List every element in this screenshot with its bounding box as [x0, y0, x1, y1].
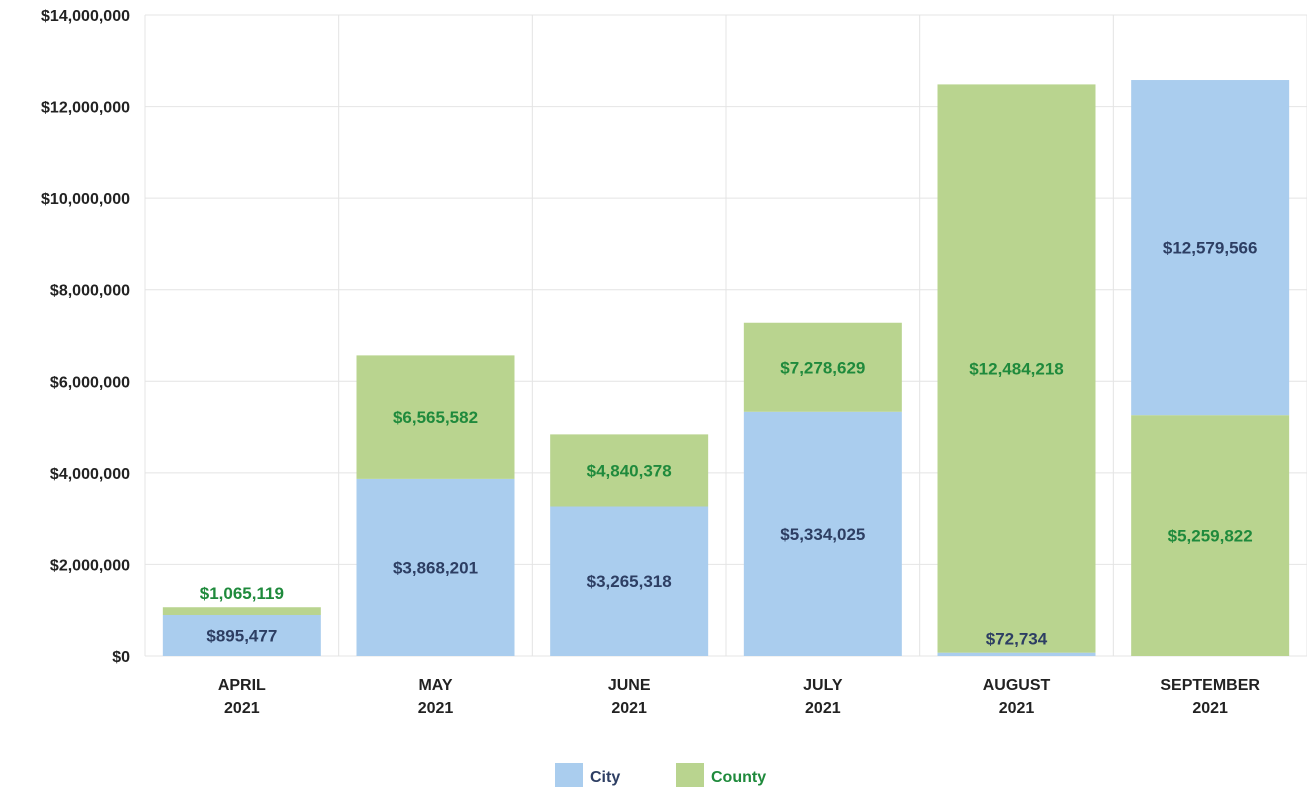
x-tick-label: 2021: [224, 700, 260, 717]
data-label-city: $72,734: [986, 630, 1048, 649]
data-label-county: $1,065,119: [200, 584, 284, 603]
y-tick-label: $2,000,000: [50, 557, 130, 574]
x-tick-label: JUNE: [608, 677, 651, 694]
data-label-city: $3,265,318: [587, 572, 672, 591]
bar-city: [162, 614, 321, 656]
legend-label-county: County: [711, 769, 766, 786]
legend-swatch-county: [676, 763, 704, 787]
y-tick-label: $4,000,000: [50, 466, 130, 483]
data-label-county: $7,278,629: [780, 358, 865, 377]
x-tick-label: 2021: [1192, 700, 1228, 717]
x-tick-label: SEPTEMBER: [1160, 677, 1260, 694]
bar-city: [1131, 80, 1290, 416]
bars: [162, 80, 1290, 656]
x-tick-label: AUGUST: [983, 677, 1051, 694]
data-label-county: $5,259,822: [1168, 527, 1253, 546]
x-tick-label: MAY: [418, 677, 452, 694]
grid-lines: [144, 14, 1307, 657]
y-tick-label: $8,000,000: [50, 283, 130, 300]
y-tick-label: $6,000,000: [50, 374, 130, 391]
data-label-city: $895,477: [206, 627, 277, 646]
legend-label-city: City: [590, 769, 620, 786]
data-label-city: $3,868,201: [393, 558, 478, 577]
y-tick-label: $14,000,000: [41, 8, 130, 25]
bar-city: [743, 411, 902, 656]
x-tick-label: 2021: [418, 700, 454, 717]
x-tick-label: 2021: [611, 700, 647, 717]
data-label-county: $6,565,582: [393, 408, 478, 427]
legend-swatch-city: [555, 763, 583, 787]
x-tick-label: 2021: [805, 700, 841, 717]
x-tick-label: JULY: [803, 677, 843, 694]
y-tick-label: $12,000,000: [41, 100, 130, 117]
data-label-county: $12,484,218: [969, 360, 1064, 379]
bar-city: [356, 478, 515, 656]
bar-county: [162, 607, 321, 615]
bar-city: [937, 652, 1096, 656]
legend: City County: [555, 763, 766, 787]
bar-county: [1131, 415, 1290, 656]
x-tick-label: 2021: [999, 700, 1035, 717]
bar-county: [743, 322, 902, 412]
y-axis-tick-labels: $0 $2,000,000 $4,000,000 $6,000,000 $8,000,0…: [41, 8, 130, 666]
bar-county: [356, 355, 515, 479]
x-tick-label: APRIL: [218, 677, 266, 694]
bar-city: [550, 506, 709, 656]
bar-county: [550, 434, 709, 507]
y-tick-label: $0: [112, 649, 130, 666]
data-label-city: $5,334,025: [780, 525, 865, 544]
x-axis-tick-labels: APRIL 2021 MAY 2021 JUNE 2021 JULY 2021 AUGUST 20…: [218, 677, 1261, 717]
y-tick-label: $10,000,000: [41, 191, 130, 208]
data-label-county: $4,840,378: [587, 461, 672, 480]
data-labels: $895,477 $1,065,119 $3,868,201 $6,565,582 $3…: [200, 239, 1258, 649]
data-label-city: $12,579,566: [1163, 239, 1258, 258]
bar-county: [937, 84, 1096, 653]
